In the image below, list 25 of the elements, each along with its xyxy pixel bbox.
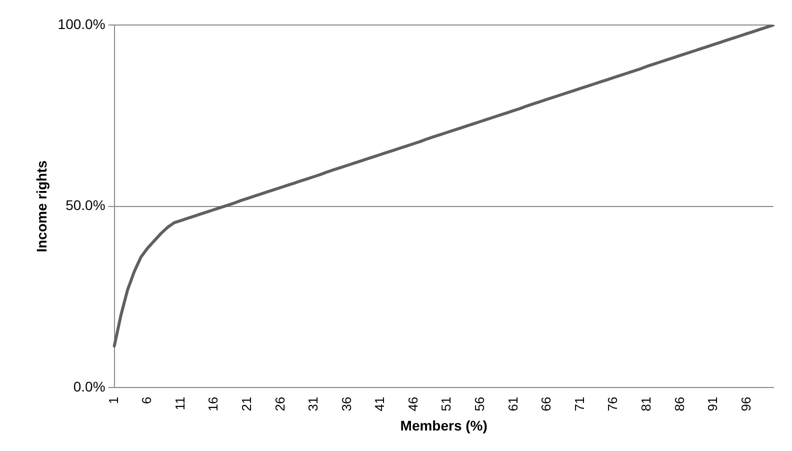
x-tick-label: 21 — [239, 396, 254, 412]
x-tick-label: 91 — [705, 396, 720, 412]
x-tick-label: 31 — [306, 396, 321, 412]
x-tick-label: 71 — [572, 396, 587, 412]
x-tick-label: 56 — [472, 396, 488, 412]
x-tick-label: 16 — [206, 396, 221, 412]
x-tick-label: 11 — [172, 396, 188, 410]
x-tick-label: 51 — [438, 396, 454, 412]
x-tick-label: 26 — [272, 396, 288, 412]
y-axis-title: Income rights — [33, 160, 50, 252]
x-tick-label: 46 — [405, 396, 420, 412]
x-tick-label: 66 — [538, 396, 554, 412]
y-tick-label: 50.0% — [66, 197, 106, 214]
y-tick-label: 100.0% — [58, 16, 106, 32]
y-tick-label: 0.0% — [73, 378, 106, 395]
x-tick-label: 41 — [372, 396, 388, 412]
x-axis-title: Members (%) — [400, 417, 488, 434]
x-tick-label: 76 — [605, 396, 620, 412]
x-tick-label: 61 — [505, 396, 520, 412]
x-tick-label: 36 — [338, 396, 354, 412]
x-tick-label: 81 — [638, 396, 654, 412]
x-tick-label: 96 — [738, 396, 754, 412]
x-tick-label: 86 — [672, 396, 687, 412]
x-tick-label: 1 — [106, 396, 121, 404]
x-tick-label: 6 — [139, 396, 154, 404]
